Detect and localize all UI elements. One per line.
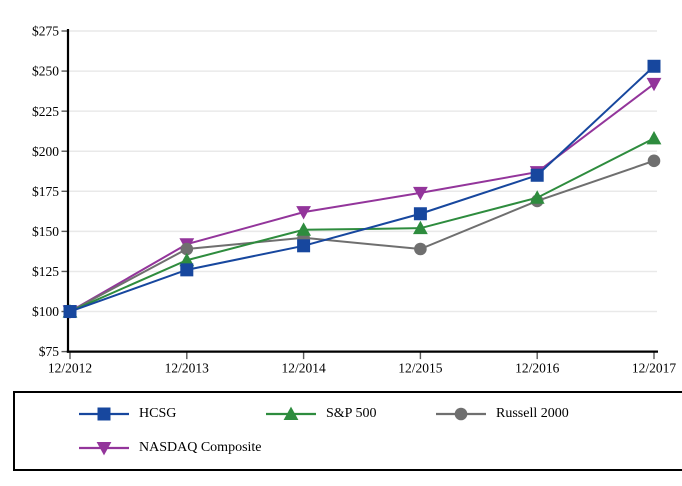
x-axis-label: 12/2017: [632, 361, 677, 376]
series-marker-s-p-500: [646, 131, 662, 145]
circle-icon: [436, 407, 486, 421]
legend-marker: [283, 406, 299, 420]
y-axis-label: $250: [32, 64, 59, 79]
y-axis-label: $200: [32, 144, 59, 159]
y-axis-label: $100: [32, 304, 59, 319]
x-axis-label: 12/2015: [398, 361, 443, 376]
y-axis-label: $175: [32, 184, 59, 199]
legend-marker: [96, 442, 112, 456]
series-marker-hcsg: [647, 59, 661, 73]
series-marker-s-p-500: [529, 190, 545, 204]
series-marker-nasdaq-composite: [296, 206, 311, 220]
legend-label-s-p-500: S&P 500: [326, 406, 377, 421]
series-marker-nasdaq-composite: [413, 186, 428, 201]
legend-label-hcsg: HCSG: [139, 406, 177, 421]
series-marker-hcsg: [413, 207, 427, 221]
triangle-down-icon: [79, 442, 129, 456]
x-axis-label: 12/2016: [515, 361, 560, 376]
legend-item-s-p-500: S&P 500: [265, 400, 435, 428]
legend-marker: [97, 407, 111, 421]
series-marker-russell-2000: [414, 242, 427, 256]
legend-item-hcsg: HCSG: [78, 400, 265, 428]
x-axis-label: 12/2014: [281, 361, 326, 376]
legend-item-nasdaq-composite: NASDAQ Composite: [78, 434, 265, 462]
y-axis-label: $150: [32, 224, 59, 239]
x-axis-label: 12/2012: [48, 361, 92, 376]
line-chart-plot: $75 $100 $125 $150 $175 $200 $225 $250 $275 12/20…: [32, 24, 677, 376]
legend-item-russell-2000: Russell 2000: [435, 400, 682, 428]
series-marker-hcsg: [530, 168, 544, 182]
series-marker-hcsg: [180, 263, 194, 277]
series-marker-s-p-500: [296, 222, 311, 236]
series-marker-s-p-500: [413, 220, 428, 235]
legend-marker: [454, 407, 468, 421]
y-axis-label: $125: [32, 264, 59, 279]
legend-label-nasdaq-composite: NASDAQ Composite: [139, 440, 262, 455]
square-icon: [79, 407, 129, 421]
triangle-up-icon: [266, 406, 316, 420]
series-line-nasdaq-composite: [69, 83, 655, 313]
y-axis-label: $275: [32, 24, 59, 39]
series-marker-nasdaq-composite: [646, 77, 662, 92]
y-axis-label: $75: [39, 344, 60, 359]
series-marker-s-p-500: [179, 252, 195, 267]
series-line-s-p-500: [69, 137, 655, 313]
y-axis-label: $225: [32, 104, 59, 119]
series-marker-russell-2000: [180, 242, 194, 256]
series-marker-russell-2000: [647, 154, 661, 168]
x-axis-label: 12/2013: [165, 361, 210, 376]
series-marker-hcsg: [63, 305, 77, 319]
series-line-hcsg: [69, 65, 655, 313]
series-marker-hcsg: [297, 239, 311, 253]
legend-label-russell-2000: Russell 2000: [496, 406, 569, 421]
chart-legend: HCSG S&P 500 Russell 2000 NASDAQ Composite: [13, 391, 682, 471]
series-line-russell-2000: [69, 159, 655, 313]
